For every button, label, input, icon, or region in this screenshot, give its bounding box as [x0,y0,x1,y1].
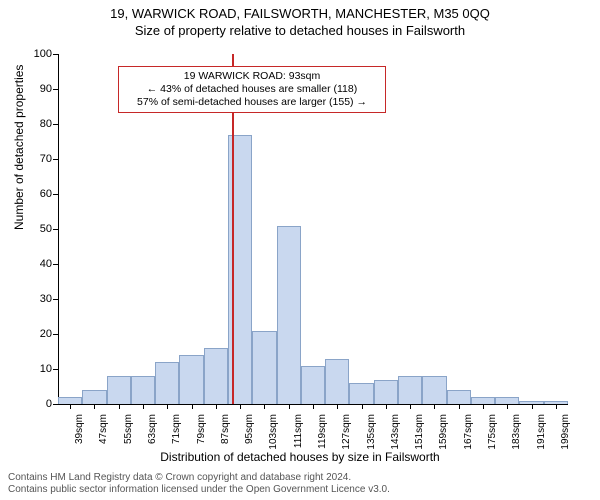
footer-line-2: Contains public sector information licen… [8,484,390,496]
annotation-box: 19 WARWICK ROAD: 93sqm ← 43% of detached… [118,66,386,113]
footer-attribution: Contains HM Land Registry data © Crown c… [8,472,390,496]
x-tick-mark [216,404,217,409]
x-tick-mark [459,404,460,409]
x-tick-label: 199sqm [560,414,571,450]
x-tick-label: 135sqm [366,414,377,450]
histogram-bar [495,397,519,404]
histogram-bar [422,376,446,404]
histogram-bar [325,359,349,405]
y-tick-mark [53,369,58,370]
histogram-bar [82,390,106,404]
y-tick-mark [53,159,58,160]
histogram-bar [204,348,228,404]
x-tick-label: 47sqm [98,414,109,444]
y-tick-label: 90 [12,83,52,95]
page-title-line2: Size of property relative to detached ho… [0,21,600,38]
histogram-bar [544,401,568,405]
x-tick-label: 151sqm [414,414,425,450]
annotation-line-2: ← 43% of detached houses are smaller (11… [125,83,379,96]
y-tick-label: 80 [12,118,52,130]
x-tick-label: 63sqm [147,414,158,444]
histogram-bar [349,383,373,404]
x-tick-label: 159sqm [438,414,449,450]
y-tick-mark [53,229,58,230]
x-tick-mark [192,404,193,409]
x-tick-label: 183sqm [511,414,522,450]
histogram-bar [447,390,471,404]
x-tick-mark [119,404,120,409]
x-tick-label: 175sqm [487,414,498,450]
x-tick-label: 39sqm [74,414,85,444]
histogram-bar [155,362,179,404]
x-tick-label: 127sqm [341,414,352,450]
y-tick-label: 20 [12,328,52,340]
x-tick-mark [386,404,387,409]
y-tick-mark [53,404,58,405]
x-tick-mark [532,404,533,409]
x-tick-label: 167sqm [463,414,474,450]
x-tick-label: 95sqm [244,414,255,444]
y-tick-mark [53,264,58,265]
annotation-line-3: 57% of semi-detached houses are larger (… [125,96,379,109]
histogram-bar [277,226,301,405]
x-tick-label: 87sqm [220,414,231,444]
y-tick-label: 10 [12,363,52,375]
x-tick-label: 191sqm [536,414,547,450]
x-tick-label: 55sqm [123,414,134,444]
x-tick-label: 143sqm [390,414,401,450]
x-tick-mark [289,404,290,409]
x-tick-mark [362,404,363,409]
annotation-line-1: 19 WARWICK ROAD: 93sqm [125,70,379,83]
y-tick-label: 70 [12,153,52,165]
y-tick-mark [53,124,58,125]
y-axis-line [58,54,59,404]
y-tick-label: 40 [12,258,52,270]
histogram-bar [471,397,495,404]
x-tick-mark [507,404,508,409]
x-tick-mark [483,404,484,409]
x-tick-mark [313,404,314,409]
x-tick-mark [410,404,411,409]
y-tick-mark [53,89,58,90]
x-tick-label: 71sqm [171,414,182,444]
x-tick-mark [434,404,435,409]
histogram-bar [131,376,155,404]
histogram-bar [179,355,203,404]
y-tick-label: 30 [12,293,52,305]
histogram-bar [107,376,131,404]
histogram-bar [252,331,276,405]
histogram-bar [58,397,82,404]
x-axis-label: Distribution of detached houses by size … [0,450,600,464]
y-tick-mark [53,54,58,55]
x-tick-label: 79sqm [196,414,207,444]
x-tick-label: 103sqm [268,414,279,450]
y-tick-label: 60 [12,188,52,200]
histogram-bar [301,366,325,405]
y-tick-label: 50 [12,223,52,235]
histogram-bar [374,380,398,405]
y-tick-mark [53,194,58,195]
x-tick-mark [240,404,241,409]
x-tick-mark [143,404,144,409]
chart-plot-area: 0102030405060708090100 39sqm47sqm55sqm63… [58,54,568,404]
x-tick-label: 111sqm [293,414,304,448]
y-tick-label: 0 [12,398,52,410]
x-tick-mark [167,404,168,409]
histogram-bar [519,401,543,405]
y-tick-mark [53,334,58,335]
y-tick-label: 100 [12,48,52,60]
page-title-line1: 19, WARWICK ROAD, FAILSWORTH, MANCHESTER… [0,0,600,21]
x-tick-mark [94,404,95,409]
y-tick-mark [53,299,58,300]
x-tick-label: 119sqm [317,414,328,449]
x-tick-mark [264,404,265,409]
x-tick-mark [556,404,557,409]
histogram-bar [398,376,422,404]
x-tick-mark [70,404,71,409]
footer-line-1: Contains HM Land Registry data © Crown c… [8,472,390,484]
x-tick-mark [337,404,338,409]
